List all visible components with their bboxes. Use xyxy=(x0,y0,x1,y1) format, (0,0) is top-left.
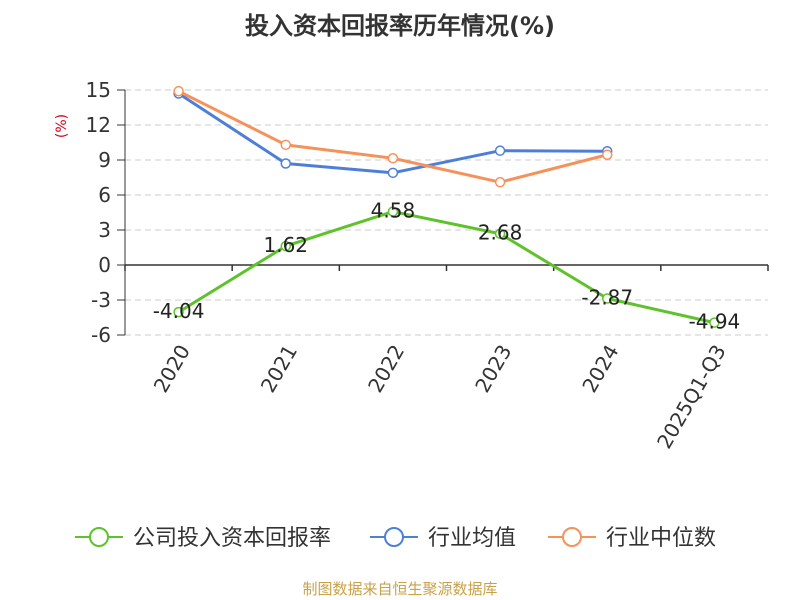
data-point xyxy=(173,306,184,318)
data-point xyxy=(280,158,291,169)
y-tick-label: 9 xyxy=(98,148,111,172)
y-tick-label: 6 xyxy=(98,183,111,207)
y-tick-label: -6 xyxy=(91,323,111,347)
y-tick-label: 3 xyxy=(98,218,111,242)
data-label: 4.58 xyxy=(371,199,416,223)
grid-lines xyxy=(125,89,768,336)
chart-title: 投入资本回报率历年情况(%) xyxy=(245,12,555,40)
x-tick-label: 2022 xyxy=(363,341,409,397)
y-tick-label: -3 xyxy=(91,288,111,312)
y-tick-label: 12 xyxy=(86,113,111,137)
data-label: -4.04 xyxy=(153,299,205,323)
y-tick-label: 15 xyxy=(86,78,111,102)
series-line xyxy=(177,210,715,325)
x-tick-label: 2025Q1-Q3 xyxy=(652,341,731,453)
data-point xyxy=(387,153,399,164)
data-point xyxy=(280,240,291,252)
data-point xyxy=(387,167,399,179)
legend-label: 行业均值 xyxy=(428,526,516,551)
data-point xyxy=(494,228,506,239)
x-tick-label: 2021 xyxy=(256,341,302,397)
data-label: 2.68 xyxy=(478,221,523,245)
data-point xyxy=(387,206,399,217)
y-tick-label: 0 xyxy=(98,253,111,277)
data-label: -2.87 xyxy=(581,285,633,309)
x-tick-label: 2024 xyxy=(577,341,623,397)
data-labels: -4.04 1.62 4.58 2.68 -2.87 -4.94 xyxy=(153,199,741,334)
data-point xyxy=(173,85,184,97)
legend-label: 行业中位数 xyxy=(606,526,716,551)
data-point xyxy=(494,176,506,188)
y-axis-label: (%) xyxy=(54,114,70,138)
x-tick-label: 2020 xyxy=(149,341,195,397)
x-tick-label: 2023 xyxy=(470,341,516,397)
legend-marker xyxy=(89,527,109,547)
legend: 公司投入资本回报率 行业均值 行业中位数 xyxy=(75,526,716,551)
data-label: 1.62 xyxy=(263,233,308,257)
data-point xyxy=(709,317,720,328)
axes: 15 12 9 6 3 0 -3 -6 2020 2021 2022 2023 2024 2025Q1-Q… xyxy=(86,78,769,453)
data-point xyxy=(494,145,506,156)
legend-marker xyxy=(384,527,404,547)
data-point xyxy=(602,149,613,160)
series xyxy=(173,85,720,328)
data-point xyxy=(280,139,291,151)
data-label: -4.94 xyxy=(689,310,741,334)
source-footer: 制图数据来自恒生聚源数据库 xyxy=(302,580,498,598)
legend-label: 公司投入资本回报率 xyxy=(133,526,331,551)
legend-marker xyxy=(562,527,582,547)
data-point xyxy=(602,293,613,304)
